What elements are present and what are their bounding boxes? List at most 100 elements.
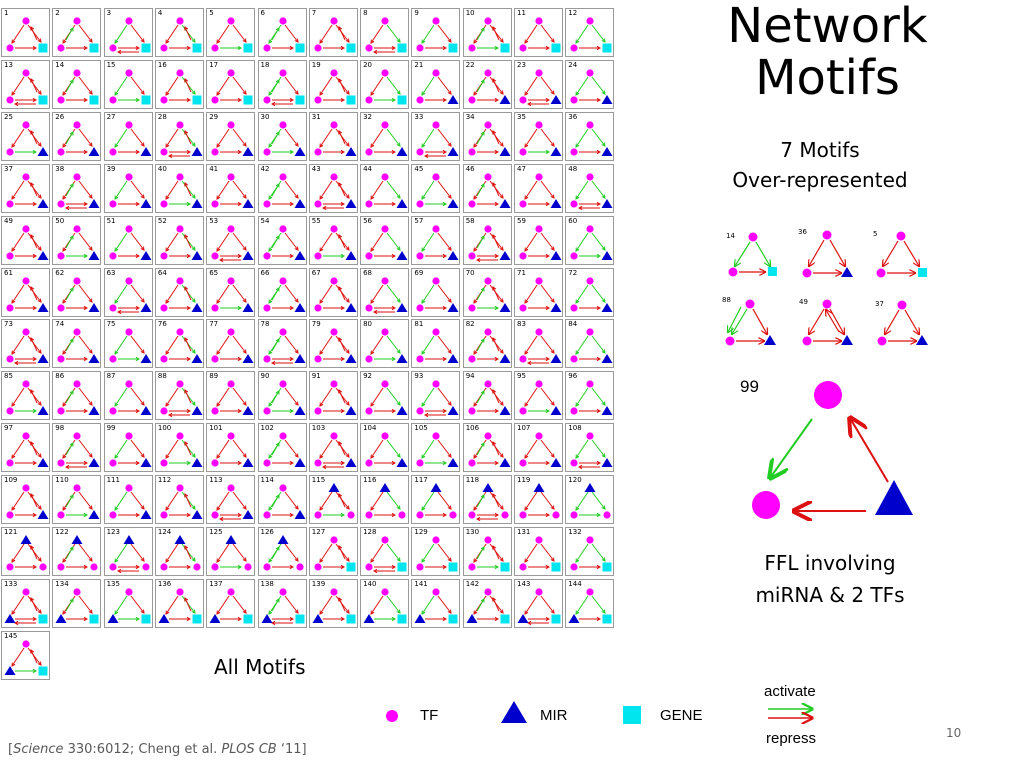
motif-number: 140 — [363, 579, 377, 588]
activate-edge — [476, 338, 485, 352]
motif-cell: 24 — [565, 59, 615, 109]
tf-node — [314, 459, 322, 467]
motif-number: 68 — [363, 268, 373, 277]
tf-node — [519, 148, 527, 156]
tf-node — [416, 407, 424, 415]
motif-cell: 68 — [360, 267, 410, 317]
tf-node — [432, 173, 440, 181]
mir-node — [499, 250, 511, 260]
motif-number: 118 — [465, 476, 480, 485]
motif-diagram — [570, 173, 613, 210]
tf-node — [57, 303, 65, 312]
motif-number: 109 — [4, 476, 18, 485]
repress-edge — [220, 409, 243, 414]
activate-edge — [575, 439, 589, 460]
activate-edge — [220, 305, 243, 310]
mir-node — [242, 146, 254, 156]
activate-edge — [66, 253, 89, 258]
motif-diagram — [519, 276, 562, 312]
repress-edge — [370, 180, 384, 200]
tf-node — [73, 588, 81, 596]
motif-number: 67 — [311, 268, 321, 277]
repress-edge — [437, 76, 453, 95]
tf-node — [22, 224, 30, 233]
repress-edge — [117, 409, 140, 414]
repress-edge — [216, 128, 230, 148]
activate-edge — [476, 442, 485, 456]
legend-gene-icon — [623, 706, 641, 724]
citation-journal-ploscb: PLOS CB — [221, 742, 277, 757]
activate-edge — [579, 253, 602, 258]
tf-node — [468, 563, 476, 571]
tf-node — [570, 303, 578, 312]
repress-edge — [165, 543, 179, 563]
repress-edge — [437, 24, 453, 43]
activate-edge — [374, 616, 397, 622]
motif-diagram — [262, 224, 305, 260]
motif-number: 72 — [568, 268, 578, 277]
repress-edge — [540, 180, 555, 199]
repress-edge — [528, 616, 551, 622]
mir-node — [328, 483, 340, 493]
activate-edge — [65, 494, 74, 508]
tf-node — [262, 148, 271, 156]
motif-number: 36 — [568, 112, 578, 121]
motif-cell: 123 — [103, 527, 153, 576]
repress-edge — [216, 76, 230, 96]
repress-edge — [130, 284, 145, 303]
repress-edge — [491, 77, 500, 93]
tf-node — [484, 173, 492, 181]
repress-edge — [338, 233, 346, 248]
repress-edge — [284, 491, 299, 510]
mir-node — [88, 198, 100, 208]
citation-ref-2: ‘11] — [276, 742, 307, 757]
repress-edge — [216, 180, 230, 200]
mir-node — [294, 250, 305, 260]
repress-edge — [321, 205, 344, 210]
mir-node — [140, 458, 152, 468]
motif-diagram — [211, 276, 254, 312]
tf-node — [176, 17, 184, 25]
activate-edge — [271, 130, 280, 145]
mir-node — [601, 302, 613, 312]
motif-number: 138 — [260, 579, 274, 588]
motif-diagram — [519, 483, 560, 519]
tf-node — [432, 588, 440, 596]
activate-edge — [117, 616, 140, 622]
repress-edge — [78, 24, 93, 43]
tf-node — [108, 200, 117, 208]
mir-node — [550, 198, 562, 208]
motif-diagram — [363, 588, 407, 624]
gene-node — [346, 95, 356, 105]
tf-node — [6, 251, 14, 260]
activate-edge — [386, 24, 401, 43]
activate-edge — [65, 546, 74, 560]
repress-edge — [476, 149, 499, 154]
motif-number: 56 — [363, 216, 373, 225]
tf-node — [365, 407, 373, 415]
activate-edge — [575, 24, 589, 44]
motif-cell: 40 — [154, 163, 204, 213]
motif-cell: 44 — [360, 163, 410, 213]
tf-node — [728, 267, 738, 277]
motif-diagram — [158, 588, 202, 624]
gene-node — [38, 614, 48, 624]
motif-diagram — [570, 17, 612, 53]
motif-diagram — [108, 224, 152, 260]
tf-node — [347, 511, 355, 519]
motif-number: 92 — [363, 372, 373, 381]
activate-edge — [114, 336, 128, 356]
motif-number: 37 — [4, 164, 13, 173]
motif-diagram — [468, 432, 511, 468]
tf-node — [570, 44, 578, 52]
motif-number: 94 — [465, 372, 475, 381]
gene-node — [243, 614, 253, 624]
repress-edge — [579, 616, 602, 622]
gene-node — [551, 43, 561, 53]
tf-node — [73, 328, 81, 336]
motif-cell: 131 — [514, 527, 563, 576]
motif-diagram — [312, 588, 356, 624]
motif-number: 53 — [209, 216, 219, 225]
mir-node — [345, 354, 357, 364]
motif-number: 16 — [157, 60, 167, 69]
